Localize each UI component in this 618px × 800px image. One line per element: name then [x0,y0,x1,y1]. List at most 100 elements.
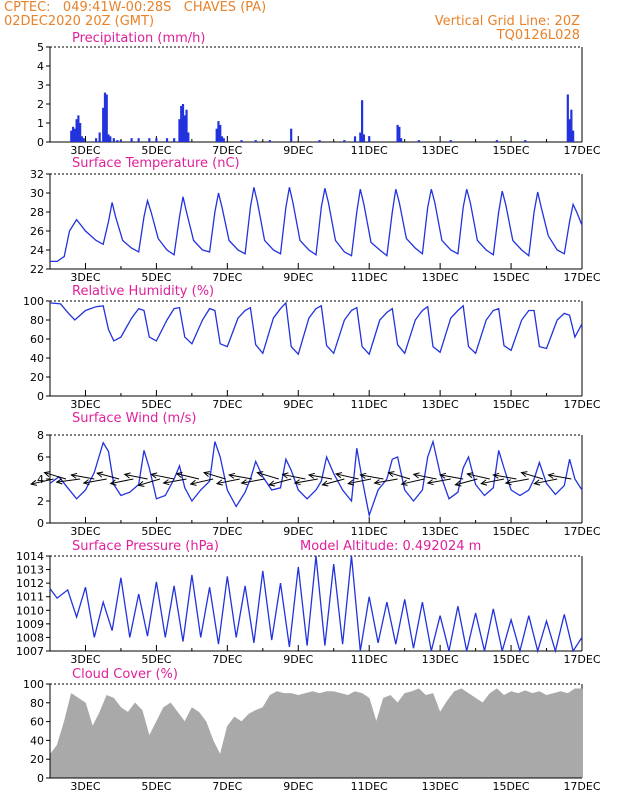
precipitation-bar [103,92,107,142]
wind-arrow-shaft [374,478,398,484]
wind-arrow-shaft [257,472,279,480]
pressure-xtick-label: 9DEC [283,653,313,666]
pressure-series-line [49,555,583,654]
wind-arrow-head [55,478,63,485]
temperature-ytick-label: 24 [30,244,44,257]
precipitation-bar [217,121,220,142]
humidity-xtick-label: 17DEC [563,398,600,411]
precipitation-bar [119,140,123,142]
temperature-xtick-label: 9DEC [283,271,313,284]
precipitation-xtick-label: 17DEC [563,144,600,157]
humidity-xtick-label: 9DEC [283,398,313,411]
wind-arrow-shaft [216,478,240,485]
wind-title: Surface Wind (m/s) [72,411,196,426]
precipitation-bar [73,128,76,142]
wind-series-line [49,439,583,518]
pressure-ytick-label: 1009 [16,618,44,631]
pressure-xtick-label: 3DEC [70,653,100,666]
precipitation-bar [95,138,98,142]
wind-arrow-head [203,471,211,477]
wind-ytick-label: 4 [37,473,44,486]
precipitation-ytick-label: 2 [37,98,44,111]
precipitation-bar [222,138,225,142]
wind-arrow-head [412,472,420,479]
wind-arrow-shaft [56,478,81,483]
cloud-cover-ytick-label: 0 [37,772,44,785]
wind-arrow-shaft [388,472,411,480]
wind-arrow-shaft [190,478,214,485]
wind-xtick-label: 15DEC [493,525,530,538]
precipitation-bar [148,138,151,142]
cloud-cover-xtick-label: 3DEC [70,780,100,793]
cloud-cover-xtick-label: 17DEC [563,780,600,793]
wind-arrow-head [321,480,329,487]
pressure-ytick-label: 1008 [16,631,44,644]
precipitation-bar [396,124,399,142]
wind-arrow-head [137,481,145,487]
wind-arrow-head [480,479,488,486]
temperature-ytick-label: 26 [30,225,44,238]
wind-arrow-head [123,472,131,479]
precipitation-bar [116,140,119,142]
precipitation-ytick-label: 0 [37,136,44,149]
precipitation-bar [70,130,73,142]
precipitation-bar [353,136,357,142]
precipitation-bar [343,140,346,142]
humidity-xtick-label: 15DEC [493,398,530,411]
precipitation-bar [318,140,321,142]
humidity-xtick-label: 7DEC [212,398,242,411]
wind-arrow-shaft [360,474,384,480]
wind-arrow-head [268,480,276,487]
humidity-ytick-label: 20 [30,371,44,384]
wind-ytick-label: 6 [37,451,44,464]
precipitation-bar [566,94,569,142]
precipitation-bar [130,138,133,142]
pressure-xtick-label: 7DEC [212,653,242,666]
wind-arrow-head [150,472,158,479]
humidity-ytick-label: 100 [23,295,44,308]
wind-arrow-shaft [151,473,175,480]
wind-arrow-shaft [163,478,187,484]
wind-arrow-shaft [110,478,134,485]
pressure-ytick-label: 1014 [16,550,44,563]
cloud-cover-xtick-label: 9DEC [283,780,313,793]
wind-arrow-head [189,479,197,486]
wind-arrow-shaft [294,478,318,484]
cloud-cover-xtick-label: 7DEC [212,780,242,793]
temperature-series-line [50,187,583,263]
precipitation-bar [109,136,112,142]
cloud-cover-xtick-label: 13DEC [422,780,459,793]
pressure-xtick-label: 5DEC [141,653,171,666]
humidity-ytick-label: 60 [30,333,44,346]
cloud-cover-ytick-label: 40 [30,734,44,747]
wind-ytick-label: 0 [37,517,44,530]
precipitation-title: Precipitation (mm/h) [72,31,205,46]
wind-arrow-shaft [548,474,572,480]
humidity-xtick-label: 11DEC [351,398,388,411]
wind-arrow-head [454,480,462,487]
temperature-ytick-label: 32 [30,168,44,181]
wind-ytick-label: 2 [37,495,44,508]
wind-arrow-head [96,471,104,478]
pressure-ytick-label: 1012 [16,577,44,590]
wind-ytick-label: 8 [37,429,44,442]
date-header: 02DEC2020 20Z (GMT) [4,14,155,29]
precipitation-ytick-label: 3 [37,79,44,92]
grid-line-header: Vertical Grid Line: 20Z [434,14,580,29]
precipitation-xtick-label: 15DEC [493,144,530,157]
pressure-xtick-label: 11DEC [351,653,388,666]
humidity-xtick-label: 3DEC [70,398,100,411]
wind-arrow-shaft [493,474,517,480]
wind-arrow-head [426,479,434,486]
precipitation-bar [181,104,185,142]
precipitation-xtick-label: 3DEC [70,144,100,157]
precipitation-bar [359,132,362,142]
wind-arrow-shaft [71,474,95,480]
precipitation-bar [137,138,140,142]
precipitation-bar [240,140,243,142]
precipitation-xtick-label: 9DEC [283,144,313,157]
precipitation-bar [173,138,176,142]
wind-arrow-shaft [176,473,200,480]
temperature-xtick-label: 5DEC [141,271,171,284]
station-header: CPTEC: 049:41W-00:28S CHAVES (PA) [4,0,267,15]
